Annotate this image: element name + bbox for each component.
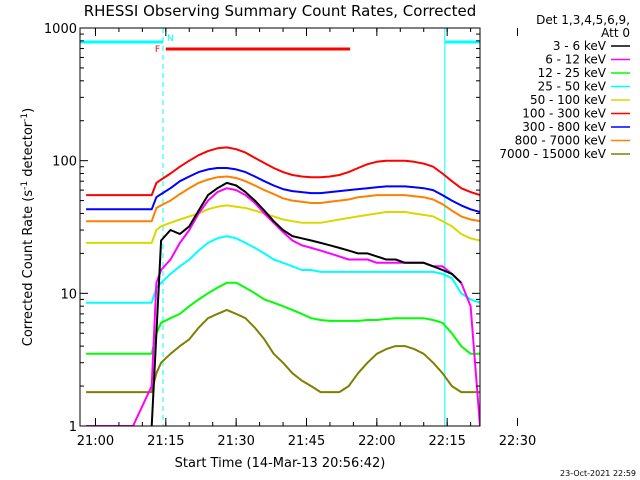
y-axis-label: Corrected Count Rate (s-1 detector-1) <box>20 108 36 346</box>
x-tick-label-4: 22:00 <box>358 434 395 449</box>
state-bar-label-0: N <box>167 34 174 44</box>
instrument-state-bars: NF <box>80 34 480 55</box>
legend-label-4: 50 - 100 keV <box>530 93 607 107</box>
series-line-3 <box>86 235 480 304</box>
legend-header-line1: Det 1,3,4,5,6,9, <box>536 13 630 27</box>
legend-label-7: 800 - 7000 keV <box>515 134 607 148</box>
series-line-2 <box>86 281 480 355</box>
series-line-8 <box>86 308 480 394</box>
x-tick-label-2: 21:30 <box>217 434 254 449</box>
series-line-7 <box>86 175 480 223</box>
footer-timestamp: 23-Oct-2021 22:59 <box>560 469 636 478</box>
x-axis-label: Start Time (14-Mar-13 20:56:42) <box>175 456 386 471</box>
legend-label-3: 25 - 50 keV <box>538 80 607 94</box>
y-tick-label-2: 10 <box>60 287 77 302</box>
x-tick-label-5: 22:15 <box>428 434 465 449</box>
legend-label-0: 3 - 6 keV <box>553 39 607 53</box>
y-axis-label-main: Corrected Count Rate (s <box>21 190 36 347</box>
state-bar-label-2: F <box>155 45 160 55</box>
series-line-5 <box>86 146 480 197</box>
x-tick-label-3: 21:45 <box>288 434 325 449</box>
legend-label-8: 7000 - 15000 keV <box>499 147 606 161</box>
legend-label-6: 300 - 800 keV <box>522 120 606 134</box>
x-tick-label-0: 21:00 <box>77 434 114 449</box>
plot-frame <box>79 27 481 427</box>
axes: 1000 100 10 121:00 21:15 21:30 21:45 22:00 22:15… <box>44 22 536 449</box>
legend-label-5: 100 - 300 keV <box>522 107 606 121</box>
y-tick-label-1: 100 <box>52 155 77 170</box>
series-layer <box>86 146 480 426</box>
legend-header-line2: Att 0 <box>601 26 630 40</box>
y-axis-label-mid: detector <box>21 121 36 181</box>
legend-label-2: 12 - 25 keV <box>538 66 607 80</box>
y-tick-label-0: 1000 <box>44 22 77 37</box>
y-axis-label-sup2: -1 <box>20 113 30 122</box>
legend-label-1: 6 - 12 keV <box>545 53 607 67</box>
y-axis-label-end: ) <box>21 108 36 113</box>
x-tick-label-6: 22:30 <box>499 434 536 449</box>
x-tick-label-1: 21:15 <box>147 434 184 449</box>
series-line-4 <box>86 204 480 244</box>
chart-title: RHESSI Observing Summary Count Rates, Co… <box>84 2 477 20</box>
series-line-6 <box>86 167 480 213</box>
series-line-0 <box>150 181 462 426</box>
y-tick-label-3: 1 <box>69 420 77 435</box>
y-axis-label-sup1: -1 <box>20 181 30 190</box>
